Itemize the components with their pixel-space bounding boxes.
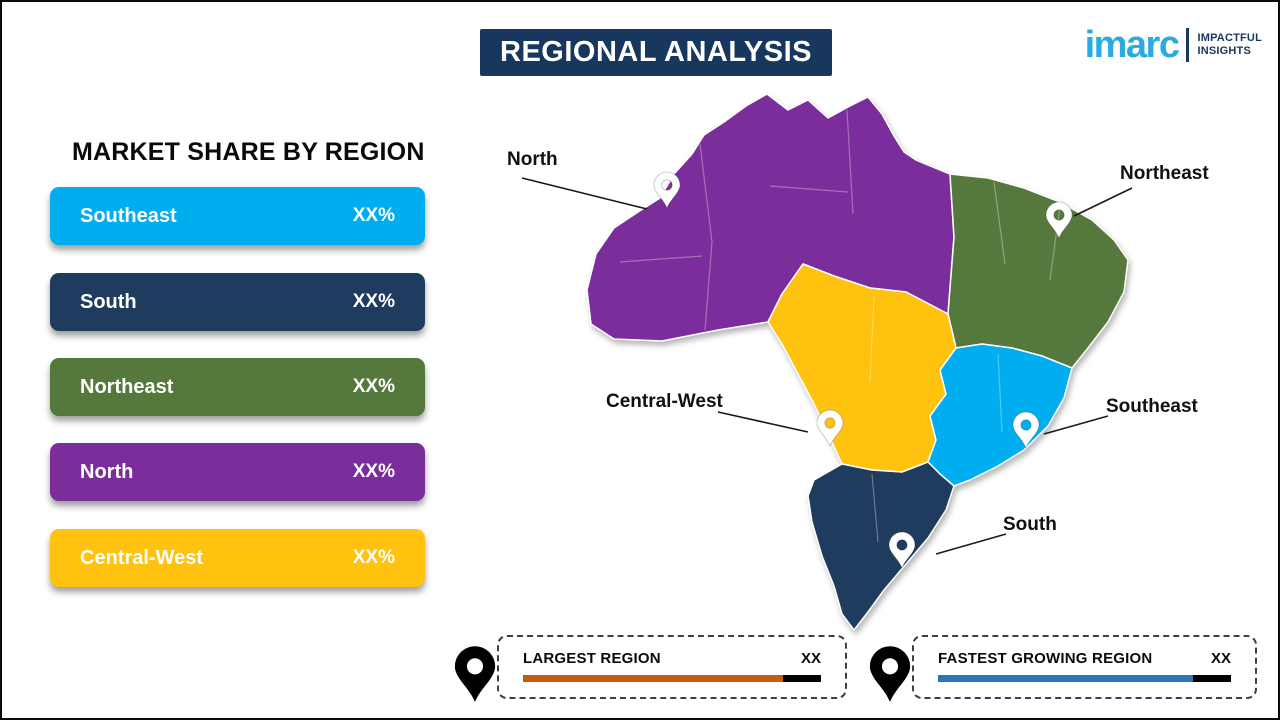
share-bar-value: XX%: [352, 461, 395, 482]
share-bar-southeast: Southeast XX%: [50, 187, 425, 245]
fastest-region-label: FASTEST GROWING REGION: [938, 650, 1153, 667]
fastest-region-pin-icon: [869, 646, 911, 702]
state-borders: [619, 109, 1061, 543]
logo-tagline-line2: INSIGHTS: [1197, 45, 1252, 57]
imarc-logo-text: imarc: [1084, 24, 1180, 66]
label-leader-lines: [521, 177, 1133, 555]
logo-tagline: IMPACTFUL INSIGHTS: [1197, 32, 1262, 58]
page-title: REGIONAL ANALYSIS: [480, 29, 832, 76]
largest-region-row: LARGEST REGION XX: [523, 650, 821, 667]
share-bar-value: XX%: [352, 205, 395, 226]
fastest-region-bar-cap: [1193, 675, 1231, 682]
fastest-growing-region-box: FASTEST GROWING REGION XX: [912, 635, 1257, 699]
share-bar-value: XX%: [352, 376, 395, 397]
share-bar-north: North XX%: [50, 443, 425, 501]
share-bar-central-west: Central-West XX%: [50, 529, 425, 587]
share-bar-south: South XX%: [50, 273, 425, 331]
map-label-south: South: [1003, 514, 1057, 535]
logo-divider: [1186, 28, 1190, 62]
largest-region-bar-fill: [523, 675, 783, 682]
share-bar-label: South: [80, 290, 137, 313]
share-bar-label: North: [80, 460, 134, 483]
fastest-region-row: FASTEST GROWING REGION XX: [938, 650, 1231, 667]
largest-region-value: XX: [800, 650, 821, 667]
share-bar-northeast: Northeast XX%: [50, 358, 425, 416]
largest-region-label: LARGEST REGION: [523, 650, 661, 667]
largest-region-bar-cap: [783, 675, 821, 682]
logo-tagline-line1: IMPACTFUL: [1197, 32, 1262, 44]
imarc-logo: imarc IMPACTFUL INSIGHTS: [1085, 26, 1262, 64]
share-bar-value: XX%: [352, 547, 395, 568]
map-region-south: [807, 461, 955, 631]
largest-region-bar: [523, 675, 821, 682]
map-label-central-west: Central-West: [606, 391, 723, 412]
market-share-heading: MARKET SHARE BY REGION: [72, 138, 425, 166]
fastest-region-bar: [938, 675, 1231, 682]
share-bar-label: Central-West: [80, 546, 203, 569]
share-bar-label: Southeast: [80, 204, 177, 227]
map-label-southeast: Southeast: [1106, 396, 1198, 417]
map-label-north: North: [507, 149, 558, 170]
map-region-southeast: [927, 343, 1073, 487]
largest-region-pin-icon: [454, 646, 496, 702]
share-bar-value: XX%: [352, 291, 395, 312]
fastest-region-value: XX: [1210, 650, 1231, 667]
largest-region-box: LARGEST REGION XX: [497, 635, 847, 699]
map-label-northeast: Northeast: [1120, 163, 1209, 184]
fastest-region-bar-fill: [938, 675, 1193, 682]
share-bar-label: Northeast: [80, 375, 174, 398]
